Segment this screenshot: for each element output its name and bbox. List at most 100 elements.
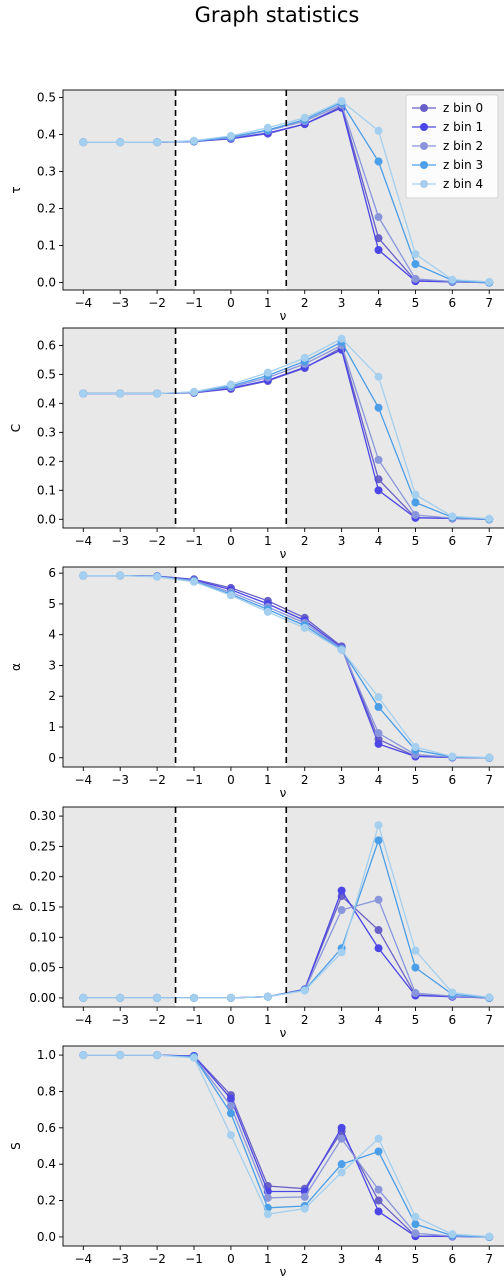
x-tick-label: −1 xyxy=(185,534,203,548)
x-tick-label: 1 xyxy=(264,534,272,548)
x-tick-label: 3 xyxy=(338,1252,346,1266)
x-tick-label: 4 xyxy=(375,773,383,787)
data-point xyxy=(374,729,383,738)
y-tick-label: 0.10 xyxy=(29,930,56,944)
y-tick-label: 0.1 xyxy=(37,239,56,253)
data-point xyxy=(190,577,199,586)
data-point xyxy=(374,926,383,935)
x-axis-label: ν xyxy=(280,786,287,800)
data-point xyxy=(226,380,235,389)
x-tick-label: 1 xyxy=(264,1252,272,1266)
data-point xyxy=(263,368,272,377)
x-tick-label: −4 xyxy=(74,773,92,787)
data-point xyxy=(374,895,383,904)
data-point xyxy=(411,963,420,972)
legend-marker xyxy=(420,123,428,131)
y-tick-label: 0.6 xyxy=(37,1121,56,1135)
y-tick-label: 3 xyxy=(48,658,56,672)
x-tick-label: −4 xyxy=(74,296,92,310)
y-tick-label: 0.00 xyxy=(29,991,56,1005)
x-tick-label: 3 xyxy=(338,296,346,310)
data-point xyxy=(263,992,272,1001)
axes-frame xyxy=(62,566,504,768)
data-point xyxy=(374,126,383,135)
data-point xyxy=(411,1212,420,1221)
x-tick-label: 0 xyxy=(227,296,235,310)
y-tick-label: 0.0 xyxy=(37,276,56,290)
x-tick-label: 7 xyxy=(485,296,493,310)
x-tick-label: 4 xyxy=(375,1013,383,1027)
data-point xyxy=(226,1094,235,1103)
x-tick-label: 4 xyxy=(375,1252,383,1266)
data-point xyxy=(337,1123,346,1132)
x-tick-label: 6 xyxy=(449,1252,457,1266)
x-tick-label: −1 xyxy=(185,296,203,310)
panel-τ: −4 −3 −2 −1 0 1 2 3 4 5 6 7 ν 0.0 0.1 0.2 0.3 0.4 0.5 τ z bi… xyxy=(9,89,504,323)
data-point xyxy=(226,1109,235,1118)
data-point xyxy=(448,1230,457,1239)
data-point xyxy=(190,136,199,145)
y-tick-label: 0.0 xyxy=(37,512,56,526)
data-point xyxy=(411,250,420,259)
data-point xyxy=(153,1051,162,1060)
x-tick-label: 0 xyxy=(227,534,235,548)
data-point xyxy=(263,1210,272,1219)
y-tick-label: 5 xyxy=(48,597,56,611)
x-tick-label: 6 xyxy=(449,773,457,787)
unshaded-region xyxy=(175,90,287,290)
x-tick-label: −3 xyxy=(111,1252,129,1266)
data-point xyxy=(411,989,420,998)
y-tick-label: 0.4 xyxy=(37,127,56,141)
data-point xyxy=(300,1192,309,1201)
data-point xyxy=(300,1204,309,1213)
data-point xyxy=(116,138,125,147)
data-point xyxy=(448,988,457,997)
x-tick-label: 1 xyxy=(264,1013,272,1027)
data-point xyxy=(226,131,235,140)
legend-label: z bin 2 xyxy=(443,139,483,153)
x-tick-label: −4 xyxy=(74,534,92,548)
data-point xyxy=(79,571,88,580)
y-axis-label: τ xyxy=(9,186,23,193)
data-point xyxy=(300,353,309,362)
data-point xyxy=(448,752,457,761)
y-tick-label: 0.4 xyxy=(37,396,56,410)
x-tick-label: −3 xyxy=(111,534,129,548)
axes-frame xyxy=(62,327,504,529)
series-line-z-bin-4 xyxy=(83,822,490,999)
shaded-region xyxy=(63,1046,504,1246)
data-point xyxy=(337,906,346,915)
x-tick-label: 3 xyxy=(338,773,346,787)
data-point xyxy=(374,403,383,412)
data-point xyxy=(374,372,383,381)
x-tick-label: 5 xyxy=(412,296,420,310)
data-point xyxy=(374,486,383,495)
x-tick-label: 4 xyxy=(375,296,383,310)
y-tick-label: 0.8 xyxy=(37,1084,56,1098)
y-tick-label: 0.30 xyxy=(29,809,56,823)
legend-label: z bin 4 xyxy=(443,177,483,191)
figure-title: Graph statistics xyxy=(195,3,360,27)
legend-label: z bin 0 xyxy=(443,101,483,115)
data-point xyxy=(448,512,457,521)
y-tick-label: 0.15 xyxy=(29,900,56,914)
data-point xyxy=(263,1193,272,1202)
y-tick-label: 0.5 xyxy=(37,367,56,381)
y-tick-label: 0.25 xyxy=(29,839,56,853)
x-tick-label: 2 xyxy=(301,1013,309,1027)
data-point xyxy=(116,993,125,1002)
data-point xyxy=(79,389,88,398)
x-tick-label: −2 xyxy=(148,534,166,548)
y-tick-label: 0.2 xyxy=(37,202,56,216)
data-point xyxy=(485,993,494,1002)
x-axis-label: ν xyxy=(280,547,287,561)
data-point xyxy=(153,389,162,398)
data-point xyxy=(448,275,457,284)
x-tick-label: −3 xyxy=(111,773,129,787)
y-tick-label: 0.3 xyxy=(37,164,56,178)
data-point xyxy=(485,1232,494,1241)
data-point xyxy=(411,1220,420,1229)
data-point xyxy=(337,1168,346,1177)
shaded-region-right xyxy=(286,567,504,767)
data-point xyxy=(374,693,383,702)
